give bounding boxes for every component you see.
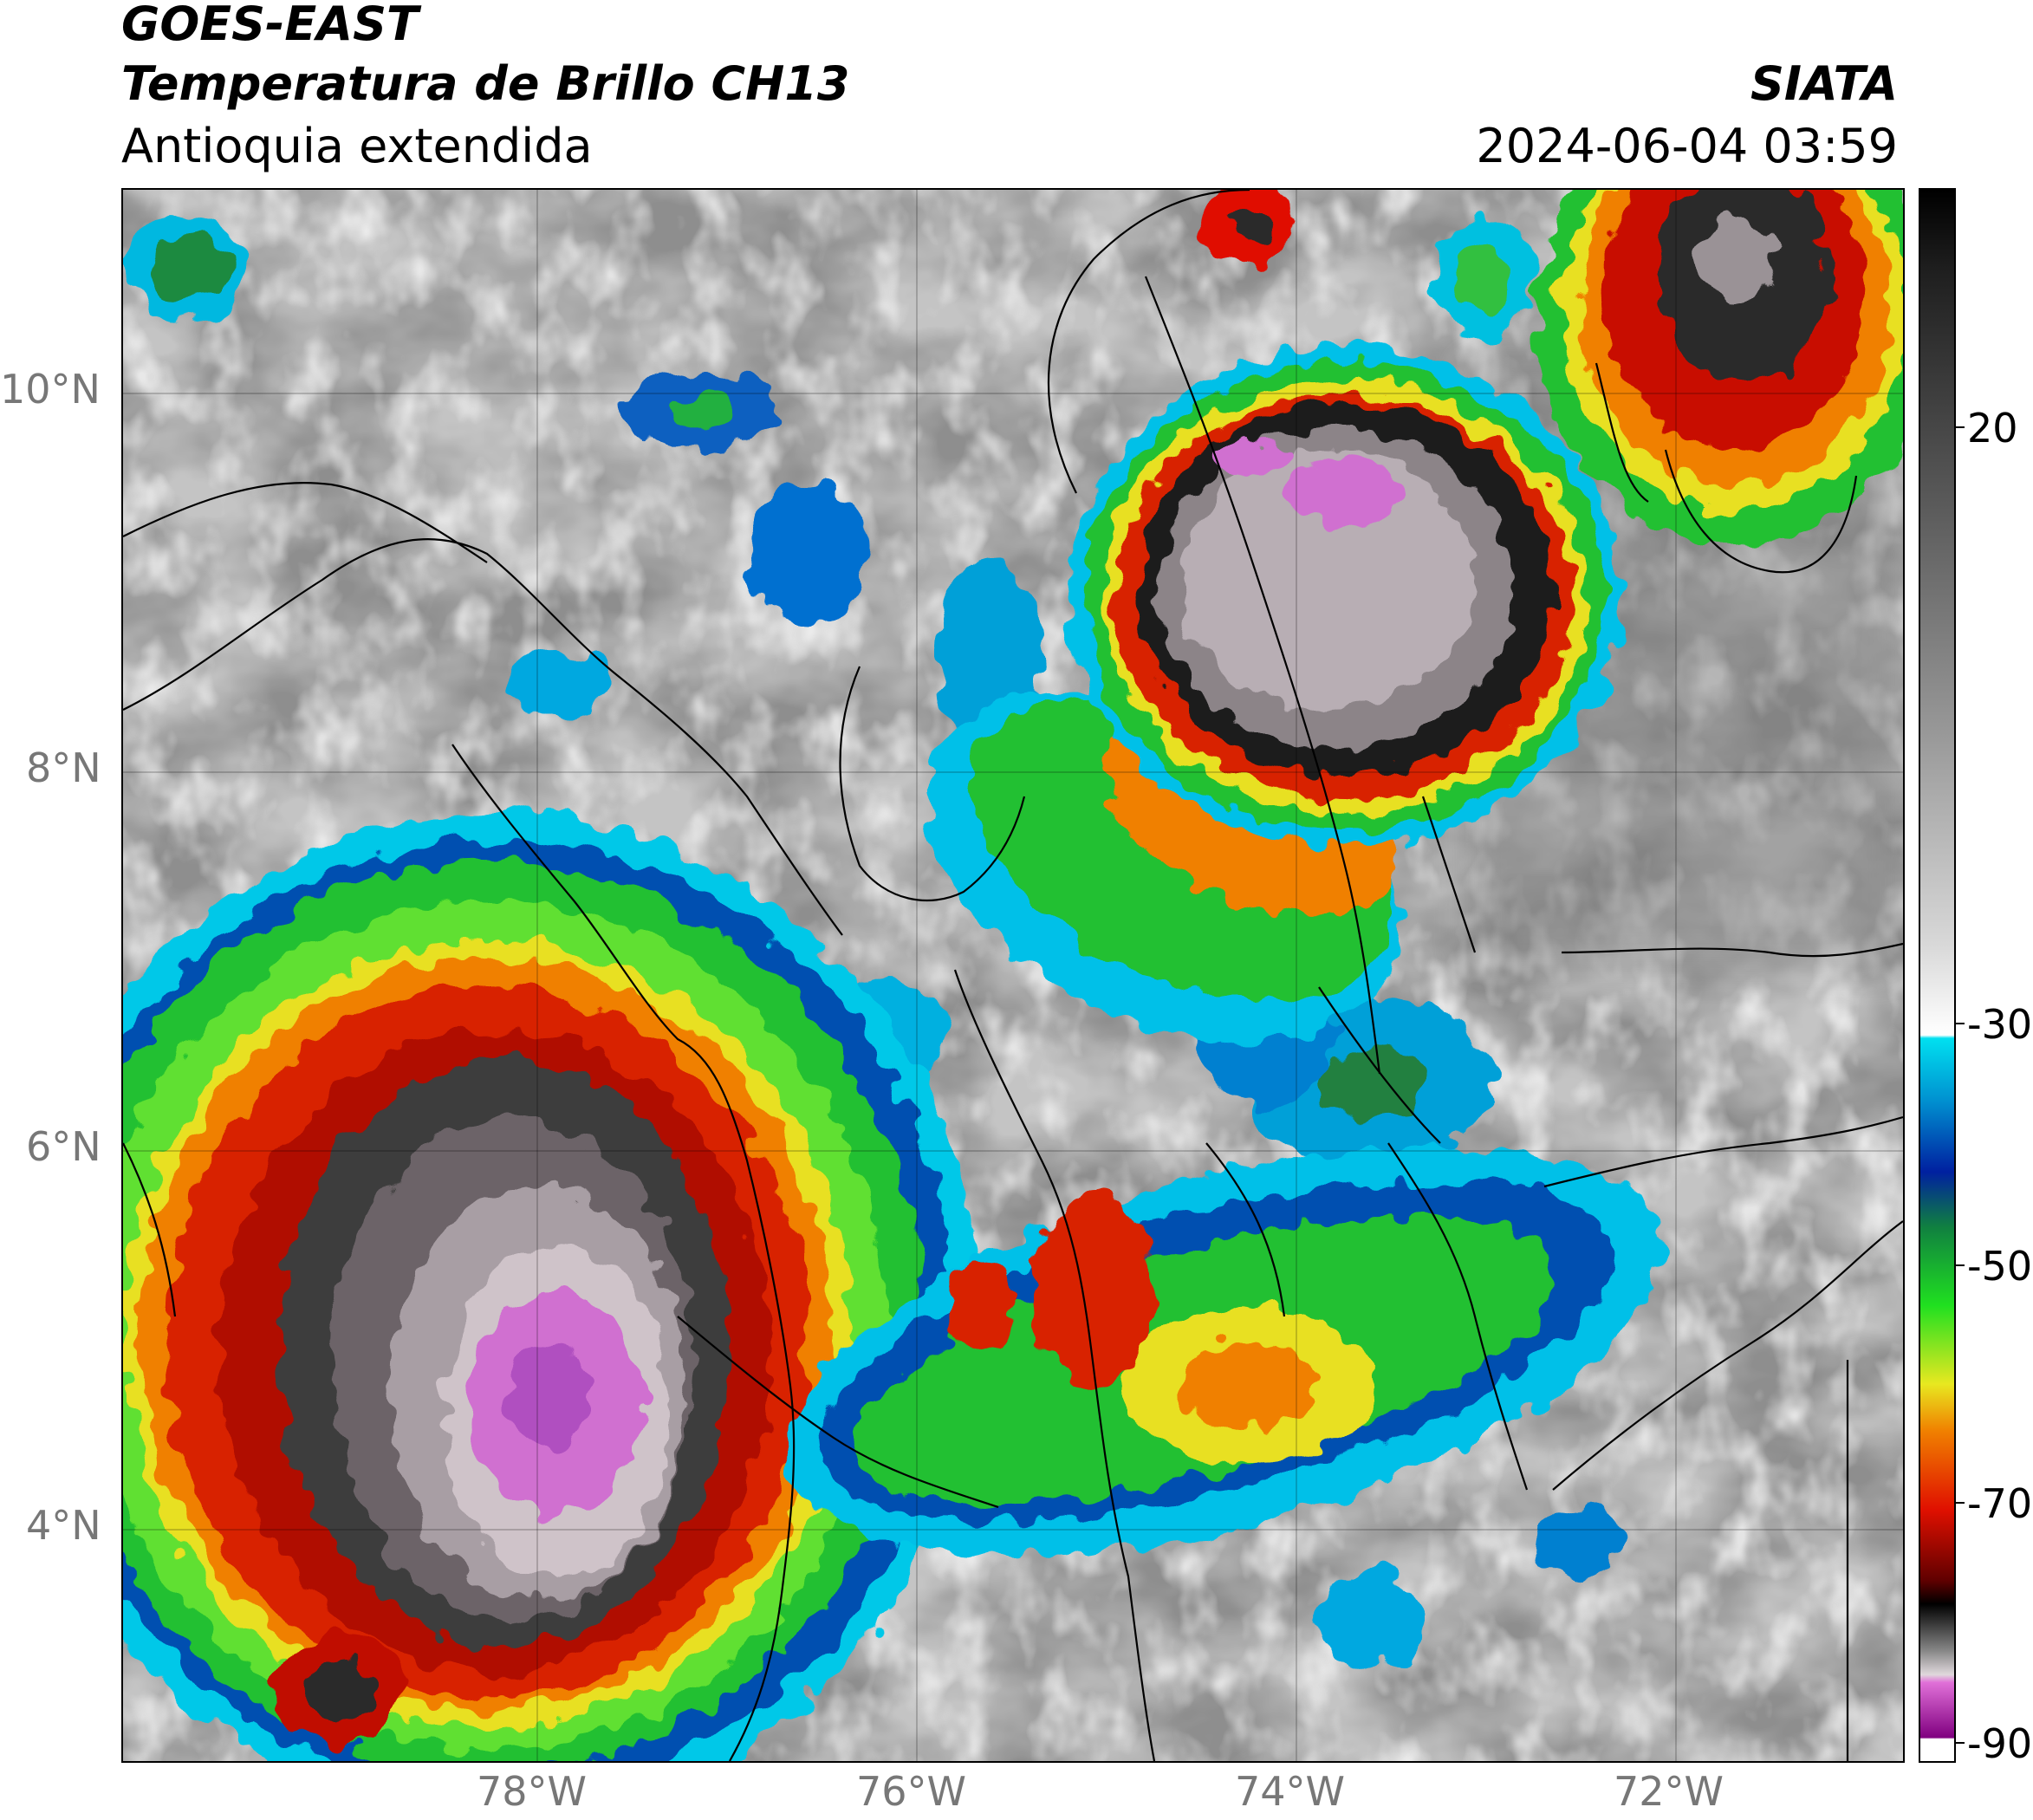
central-convective-band <box>786 1147 1661 1556</box>
lon-label-74W: 74°W <box>1235 1768 1346 1815</box>
north-central-convective-system <box>926 346 1622 1043</box>
brightness-temperature-field <box>123 190 1903 1761</box>
northeast-convective-system <box>1202 190 1903 545</box>
colorbar-label-minus30: -30 <box>1967 1001 2033 1048</box>
product-title: Temperatura de Brillo CH13 <box>121 56 850 111</box>
graticule <box>123 190 1903 1761</box>
colorbar-tick-minus30 <box>1956 1023 1965 1024</box>
satellite-title: GOES-EAST <box>121 0 419 51</box>
colorbar-tick-minus70 <box>1956 1502 1965 1504</box>
lon-label-72W: 72°W <box>1614 1768 1724 1815</box>
colorbar-tick-20 <box>1956 426 1965 428</box>
colorbar-label-minus50: -50 <box>1967 1243 2033 1290</box>
lat-label-8N: 8°N <box>26 744 101 791</box>
temperature-colorbar <box>1919 188 1956 1763</box>
datetime-label: 2024-06-04 03:59 <box>1476 119 1898 173</box>
agency-label: SIATA <box>1750 56 1898 111</box>
lon-label-78W: 78°W <box>477 1768 588 1815</box>
lon-label-76W: 76°W <box>856 1768 967 1815</box>
colorbar-label-minus90: -90 <box>1967 1720 2033 1767</box>
colorbar-tick-minus50 <box>1956 1264 1965 1266</box>
colorbar-label-minus70: -70 <box>1967 1480 2033 1527</box>
lat-label-4N: 4°N <box>26 1502 101 1549</box>
lat-label-6N: 6°N <box>26 1123 101 1170</box>
lat-label-10N: 10°N <box>0 366 101 413</box>
southwest-convective-system <box>123 814 981 1761</box>
colorbar-tick-minus90 <box>1956 1742 1965 1744</box>
colorbar-label-20: 20 <box>1967 405 2018 452</box>
colorbar-gradient <box>1920 190 1954 1761</box>
coastlines-and-borders <box>123 190 1903 1761</box>
satellite-map <box>121 188 1905 1763</box>
region-subtitle: Antioquia extendida <box>121 119 593 173</box>
